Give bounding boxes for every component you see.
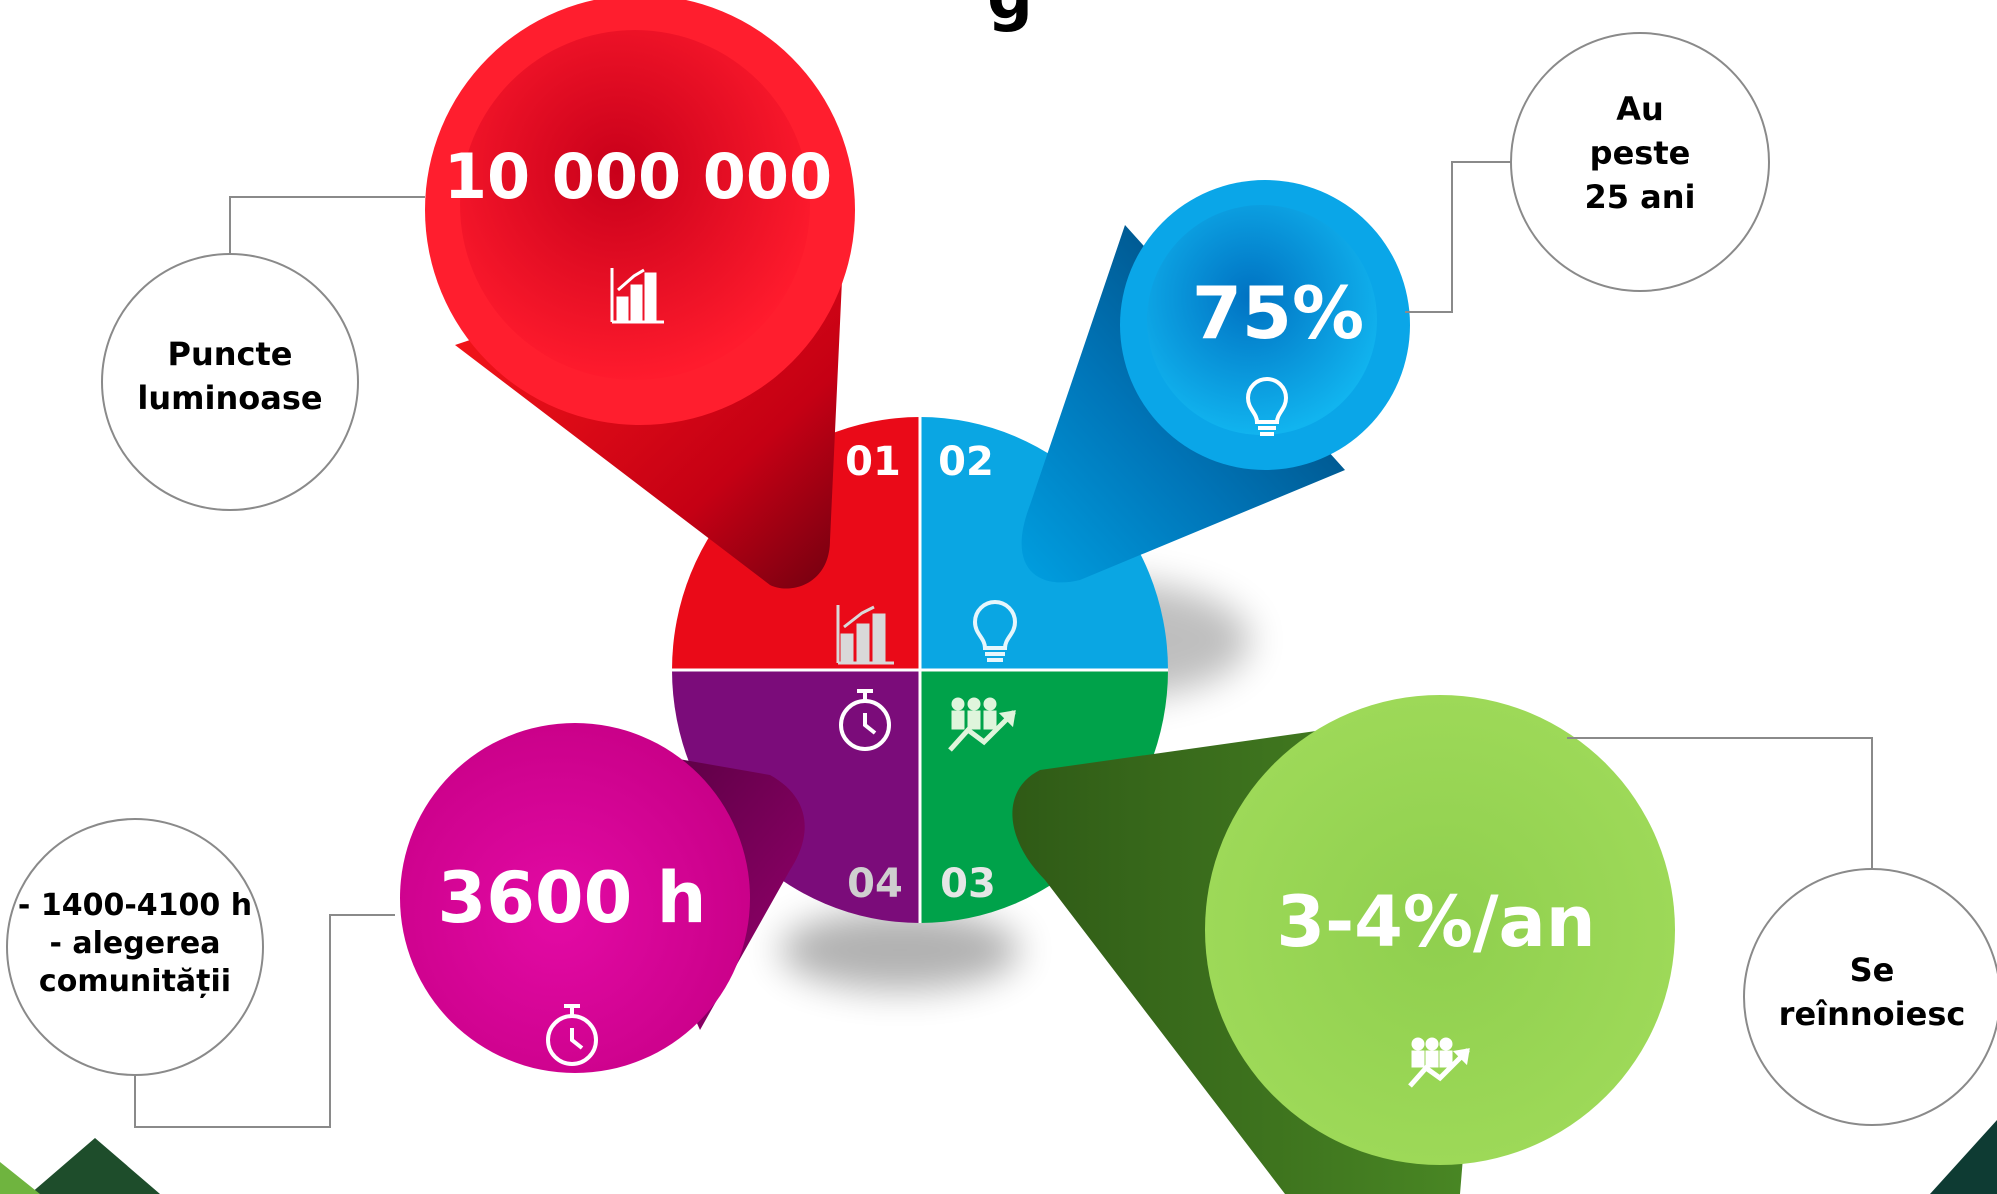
lightbulb-icon [972, 600, 1018, 662]
connector-lines [134, 161, 1873, 1128]
blue-bubble-value: 75% [1192, 271, 1364, 355]
red-bubble [425, 0, 855, 589]
people-growth-icon [948, 697, 1016, 752]
bar-chart-icon [610, 268, 664, 324]
quadrant-number-01: 01 [845, 439, 901, 485]
callout-text-bottom-right: Se reînnoiesc [1778, 951, 1966, 1033]
quadrant-number-04: 04 [847, 861, 903, 907]
callout-circle-top-right [1510, 32, 1770, 292]
bar-chart-icon [836, 605, 894, 665]
people-growth-icon [1408, 1037, 1470, 1088]
corner-decoration-right [1930, 1120, 1997, 1194]
lightbulb-icon [1245, 377, 1289, 436]
quadrant-number-03: 03 [940, 861, 996, 907]
callout-text-top-right: Au peste 25 ani [1584, 90, 1696, 216]
callout-text-bottom-left: - 1400-4100 h - alegerea comunității [17, 888, 253, 999]
quadrant-number-02: 02 [938, 439, 994, 485]
corner-decoration-left [30, 1138, 160, 1194]
callout-circle-bottom-right [1743, 868, 1997, 1126]
green-bubble [1012, 695, 1675, 1194]
stopwatch-icon [839, 689, 891, 751]
green-bubble-value: 3-4%/an [1276, 881, 1595, 963]
red-bubble-value: 10 000 000 [444, 140, 832, 213]
magenta-bubble-value: 3600 h [437, 857, 706, 939]
title-fragment: g [987, 0, 1033, 34]
callout-circle-bottom-left [6, 818, 264, 1076]
callout-text-top-left: Puncte luminoase [137, 335, 323, 417]
callout-circle-top-left [101, 253, 359, 511]
stopwatch-icon [546, 1004, 598, 1066]
blue-bubble [1021, 180, 1410, 583]
magenta-bubble [400, 723, 805, 1073]
corner-decoration-left-green [0, 1162, 40, 1194]
